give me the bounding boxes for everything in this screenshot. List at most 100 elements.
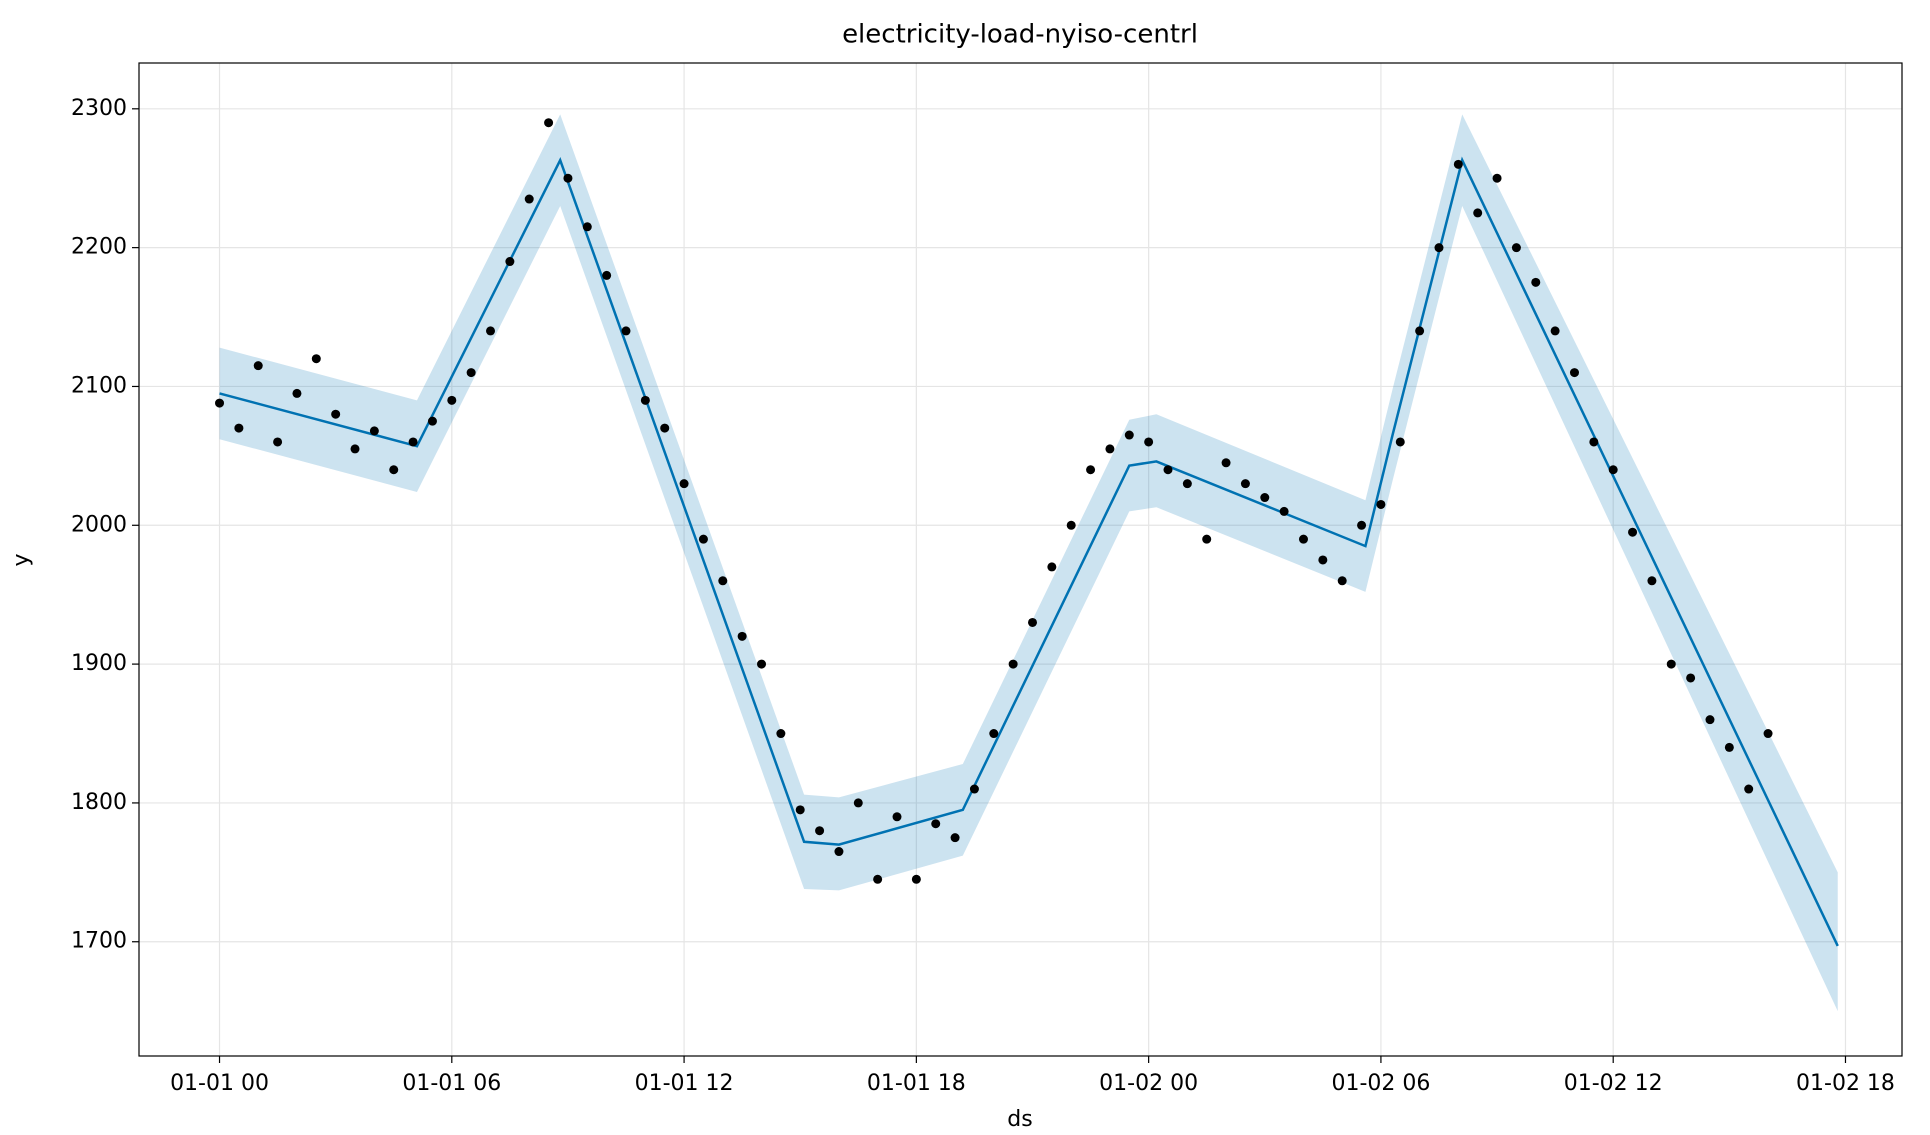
- observed-point: [1705, 715, 1715, 725]
- observed-point: [1163, 465, 1173, 475]
- observed-point: [679, 479, 689, 489]
- observed-point: [369, 426, 379, 436]
- x-tick-label: 01-01 12: [635, 1071, 734, 1096]
- observed-point: [1666, 659, 1676, 669]
- y-tick-label: 1700: [71, 929, 127, 954]
- observed-point: [1182, 479, 1192, 489]
- observed-point: [873, 874, 883, 884]
- observed-point: [350, 444, 360, 454]
- observed-point: [1473, 208, 1483, 218]
- observed-point: [1105, 444, 1115, 454]
- observed-point: [1144, 437, 1154, 447]
- observed-point: [660, 423, 670, 433]
- y-tick-label: 2300: [71, 96, 127, 121]
- observed-point: [1647, 576, 1657, 586]
- observed-point: [892, 812, 902, 822]
- observed-point: [1550, 326, 1560, 336]
- observed-point: [853, 798, 863, 808]
- observed-point: [582, 222, 592, 232]
- observed-point: [1744, 784, 1754, 794]
- observed-point: [815, 826, 825, 836]
- observed-point: [1221, 458, 1231, 468]
- observed-point: [737, 631, 747, 641]
- observed-point: [1395, 437, 1405, 447]
- observed-point: [834, 847, 844, 857]
- plot-frame: [138, 62, 1903, 1057]
- observed-point: [447, 395, 457, 405]
- y-tick-label: 2000: [71, 512, 127, 537]
- observed-point: [1318, 555, 1328, 565]
- x-axis-label: ds: [1007, 1107, 1032, 1132]
- observed-point: [776, 729, 786, 739]
- observed-point: [1337, 576, 1347, 586]
- observed-point: [1569, 368, 1579, 378]
- observed-point: [1724, 742, 1734, 752]
- observed-point: [602, 270, 612, 280]
- x-tick-label: 01-01 00: [170, 1071, 269, 1096]
- observed-point: [1453, 159, 1463, 169]
- observed-point: [389, 465, 399, 475]
- x-tick-label: 01-02 12: [1564, 1071, 1663, 1096]
- forecast-line: [219, 156, 1839, 947]
- observed-point: [1124, 430, 1134, 440]
- observed-point: [1589, 437, 1599, 447]
- observed-point: [1628, 527, 1638, 537]
- observed-point: [1434, 243, 1444, 253]
- observed-point: [505, 257, 515, 267]
- observed-point: [1260, 493, 1270, 503]
- observed-point: [1279, 506, 1289, 516]
- observed-point: [273, 437, 283, 447]
- observed-point: [1357, 520, 1367, 530]
- y-axis-label: y: [9, 553, 34, 566]
- x-tick-label: 01-02 00: [1099, 1071, 1198, 1096]
- y-tick-label: 2200: [71, 235, 127, 260]
- observed-point: [486, 326, 496, 336]
- observed-point: [1415, 326, 1425, 336]
- observed-point: [292, 388, 302, 398]
- observed-point: [253, 361, 263, 371]
- observed-point: [640, 395, 650, 405]
- observed-point: [1531, 277, 1541, 287]
- observed-point: [563, 173, 573, 183]
- chart-title: electricity-load-nyiso-centrl: [842, 20, 1198, 50]
- observed-point: [989, 729, 999, 739]
- y-tick-label: 2100: [71, 373, 127, 398]
- observed-point: [1047, 562, 1057, 572]
- observed-point: [1240, 479, 1250, 489]
- observed-point: [698, 534, 708, 544]
- x-tick-label: 01-01 06: [402, 1071, 501, 1096]
- observed-point: [1086, 465, 1096, 475]
- observed-point: [524, 194, 534, 204]
- y-tick-label: 1900: [71, 651, 127, 676]
- observed-point: [1028, 617, 1038, 627]
- observed-point: [1608, 465, 1618, 475]
- observed-point: [234, 423, 244, 433]
- x-tick-label: 01-02 06: [1331, 1071, 1430, 1096]
- observed-point: [1066, 520, 1076, 530]
- observed-point: [215, 398, 225, 408]
- observed-point: [1511, 243, 1521, 253]
- x-tick-label: 01-01 18: [867, 1071, 966, 1096]
- observed-point: [1202, 534, 1212, 544]
- observed-point: [408, 437, 418, 447]
- observed-point: [466, 368, 476, 378]
- observed-point: [911, 874, 921, 884]
- observed-point: [1008, 659, 1018, 669]
- observed-point: [931, 819, 941, 829]
- observed-point: [757, 659, 767, 669]
- observed-point: [544, 118, 554, 128]
- observed-point: [718, 576, 728, 586]
- x-tick-label: 01-02 18: [1796, 1071, 1895, 1096]
- y-tick-label: 1800: [71, 790, 127, 815]
- observed-point: [427, 416, 437, 426]
- observed-point: [969, 784, 979, 794]
- observed-point: [331, 409, 341, 419]
- observed-point: [1763, 729, 1773, 739]
- observed-point: [1298, 534, 1308, 544]
- observed-point: [795, 805, 805, 815]
- observed-point: [950, 833, 960, 843]
- observed-point: [1376, 499, 1386, 509]
